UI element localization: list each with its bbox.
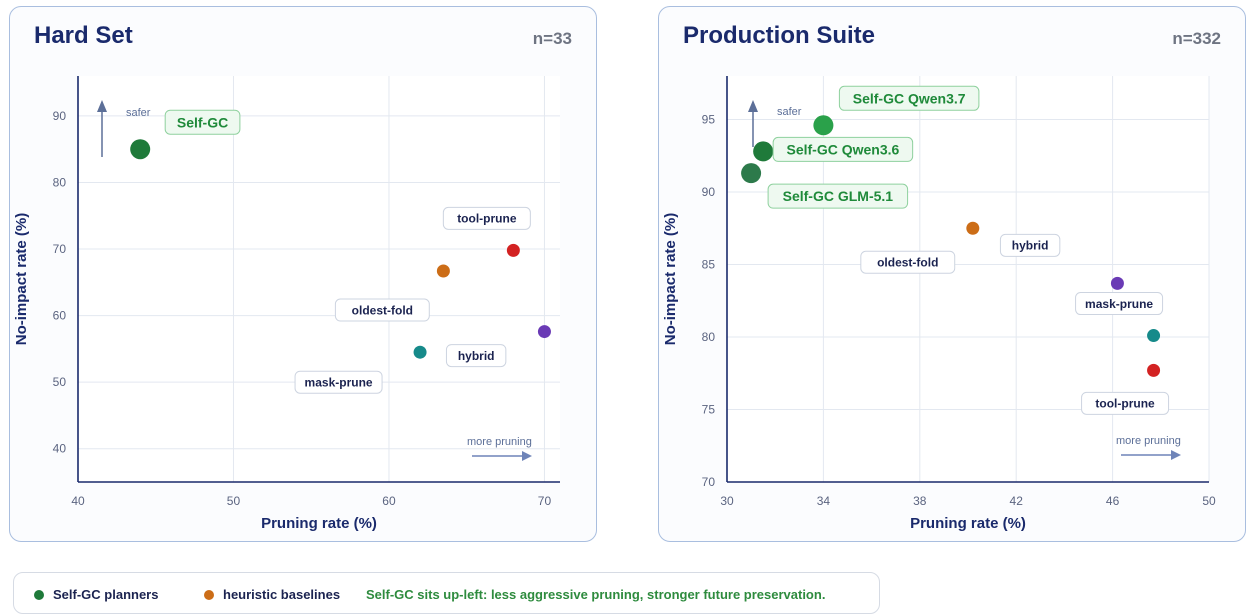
y-tick-label: 80 xyxy=(53,175,67,189)
point-label-hybrid: hybrid xyxy=(458,349,495,363)
legend-note: Self-GC sits up-left: less aggressive pr… xyxy=(366,587,826,602)
legend-label: Self-GC planners xyxy=(53,587,159,602)
point-label-box xyxy=(442,206,531,230)
data-point-hybrid xyxy=(537,325,551,339)
plot-area xyxy=(78,76,560,482)
point-label-mask-prune: mask-prune xyxy=(305,376,373,390)
x-axis-label: Pruning rate (%) xyxy=(910,515,1026,532)
sample-size-label: n=33 xyxy=(532,29,572,48)
point-label-box xyxy=(860,250,956,274)
hard-set-scatter-chart: 40 50 60 70 40 50 60 70 80 90 Pruning rate (%) No-i… xyxy=(13,76,560,532)
green-dot-icon xyxy=(34,590,44,600)
y-tick-label: 40 xyxy=(53,442,67,456)
point-label-self-gc-qwen3-6: Self-GC Qwen3.6 xyxy=(786,141,899,157)
production-suite-scatter-chart: 30 34 38 42 46 50 70 75 80 85 90 95 Pruning rate (%)… xyxy=(662,76,1216,532)
x-tick-label: 30 xyxy=(720,494,734,508)
legend-item-heuristic: heuristic baselines xyxy=(204,587,340,602)
y-tick-label: 50 xyxy=(53,375,67,389)
y-tick-label: 75 xyxy=(702,403,716,417)
y-tick-label: 70 xyxy=(53,242,67,256)
data-point-self-gc xyxy=(130,139,151,160)
point-label-box xyxy=(294,370,383,394)
point-label-box xyxy=(164,109,241,135)
legend-label: heuristic baselines xyxy=(223,587,341,602)
y-tick-label: 90 xyxy=(702,185,716,199)
point-label-tool-prune: tool-prune xyxy=(1095,397,1155,411)
y-tick-label: 70 xyxy=(702,475,716,489)
x-axis-label: Pruning rate (%) xyxy=(261,515,377,532)
data-point-self-gc-qwen3-6 xyxy=(753,141,774,162)
point-label-oldest-fold: oldest-fold xyxy=(877,256,938,270)
y-tick-label: 80 xyxy=(702,330,716,344)
x-tick-label: 38 xyxy=(913,494,927,508)
point-label-box xyxy=(838,85,980,111)
arrow-up-icon xyxy=(97,100,107,112)
point-label-box xyxy=(772,136,914,162)
point-label-box xyxy=(1075,292,1164,316)
y-tick-label: 95 xyxy=(702,113,716,127)
point-label-box xyxy=(767,183,909,209)
point-label-self-gc: Self-GC xyxy=(177,114,228,130)
data-point-oldest-fold xyxy=(436,264,450,278)
data-point-tool-prune xyxy=(506,243,520,257)
data-point-hybrid xyxy=(1110,276,1124,290)
arrow-up-icon xyxy=(748,100,758,112)
x-tick-label: 70 xyxy=(538,494,552,508)
y-axis-label: No-impact rate (%) xyxy=(662,213,679,346)
x-tick-label: 34 xyxy=(817,494,831,508)
data-point-oldest-fold xyxy=(966,221,980,235)
data-point-mask-prune xyxy=(1147,329,1161,343)
point-label-box xyxy=(999,233,1061,257)
x-tick-label: 46 xyxy=(1106,494,1120,508)
arrow-right-icon xyxy=(1171,450,1181,460)
x-tick-label: 60 xyxy=(382,494,396,508)
point-label-hybrid: hybrid xyxy=(1012,239,1049,253)
y-tick-label: 60 xyxy=(53,309,67,323)
y-tick-label: 90 xyxy=(53,109,67,123)
arrow-right-icon xyxy=(522,451,532,461)
point-label-box xyxy=(1081,391,1170,415)
hard-set-panel: Hard Set n=33 40 50 60 70 40 50 60 70 80 90 Prunin… xyxy=(9,6,597,542)
point-label-self-gc-glm-5-1: Self-GC GLM-5.1 xyxy=(783,188,894,204)
sample-size-label: n=332 xyxy=(1172,29,1221,48)
x-tick-label: 50 xyxy=(227,494,241,508)
y-tick-label: 85 xyxy=(702,258,716,272)
legend-item-self-gc: Self-GC planners xyxy=(34,587,158,602)
point-label-box xyxy=(445,344,507,368)
safer-annotation: safer xyxy=(777,106,802,118)
data-point-self-gc-qwen3-7 xyxy=(813,115,834,136)
more-pruning-annotation: more pruning xyxy=(1116,435,1181,447)
data-point-mask-prune xyxy=(413,345,427,359)
x-tick-label: 42 xyxy=(1010,494,1024,508)
x-tick-label: 50 xyxy=(1202,494,1216,508)
point-label-box xyxy=(334,298,430,322)
x-tick-label: 40 xyxy=(71,494,85,508)
point-label-self-gc-qwen3-7: Self-GC Qwen3.7 xyxy=(853,90,966,106)
point-label-oldest-fold: oldest-fold xyxy=(352,303,413,317)
data-point-tool-prune xyxy=(1147,363,1161,377)
legend: Self-GC planners heuristic baselines Sel… xyxy=(13,572,880,614)
safer-annotation: safer xyxy=(126,107,151,119)
y-axis-label: No-impact rate (%) xyxy=(13,213,30,346)
data-point-self-gc-glm-5-1 xyxy=(741,163,762,184)
orange-dot-icon xyxy=(204,590,214,600)
point-label-mask-prune: mask-prune xyxy=(1085,297,1153,311)
point-label-tool-prune: tool-prune xyxy=(457,212,517,226)
production-suite-panel: Production Suite n=332 30 34 38 42 46 50 70 75 8… xyxy=(658,6,1246,542)
panel-title: Production Suite xyxy=(683,22,875,49)
more-pruning-annotation: more pruning xyxy=(467,436,532,448)
panel-title: Hard Set xyxy=(34,22,133,49)
